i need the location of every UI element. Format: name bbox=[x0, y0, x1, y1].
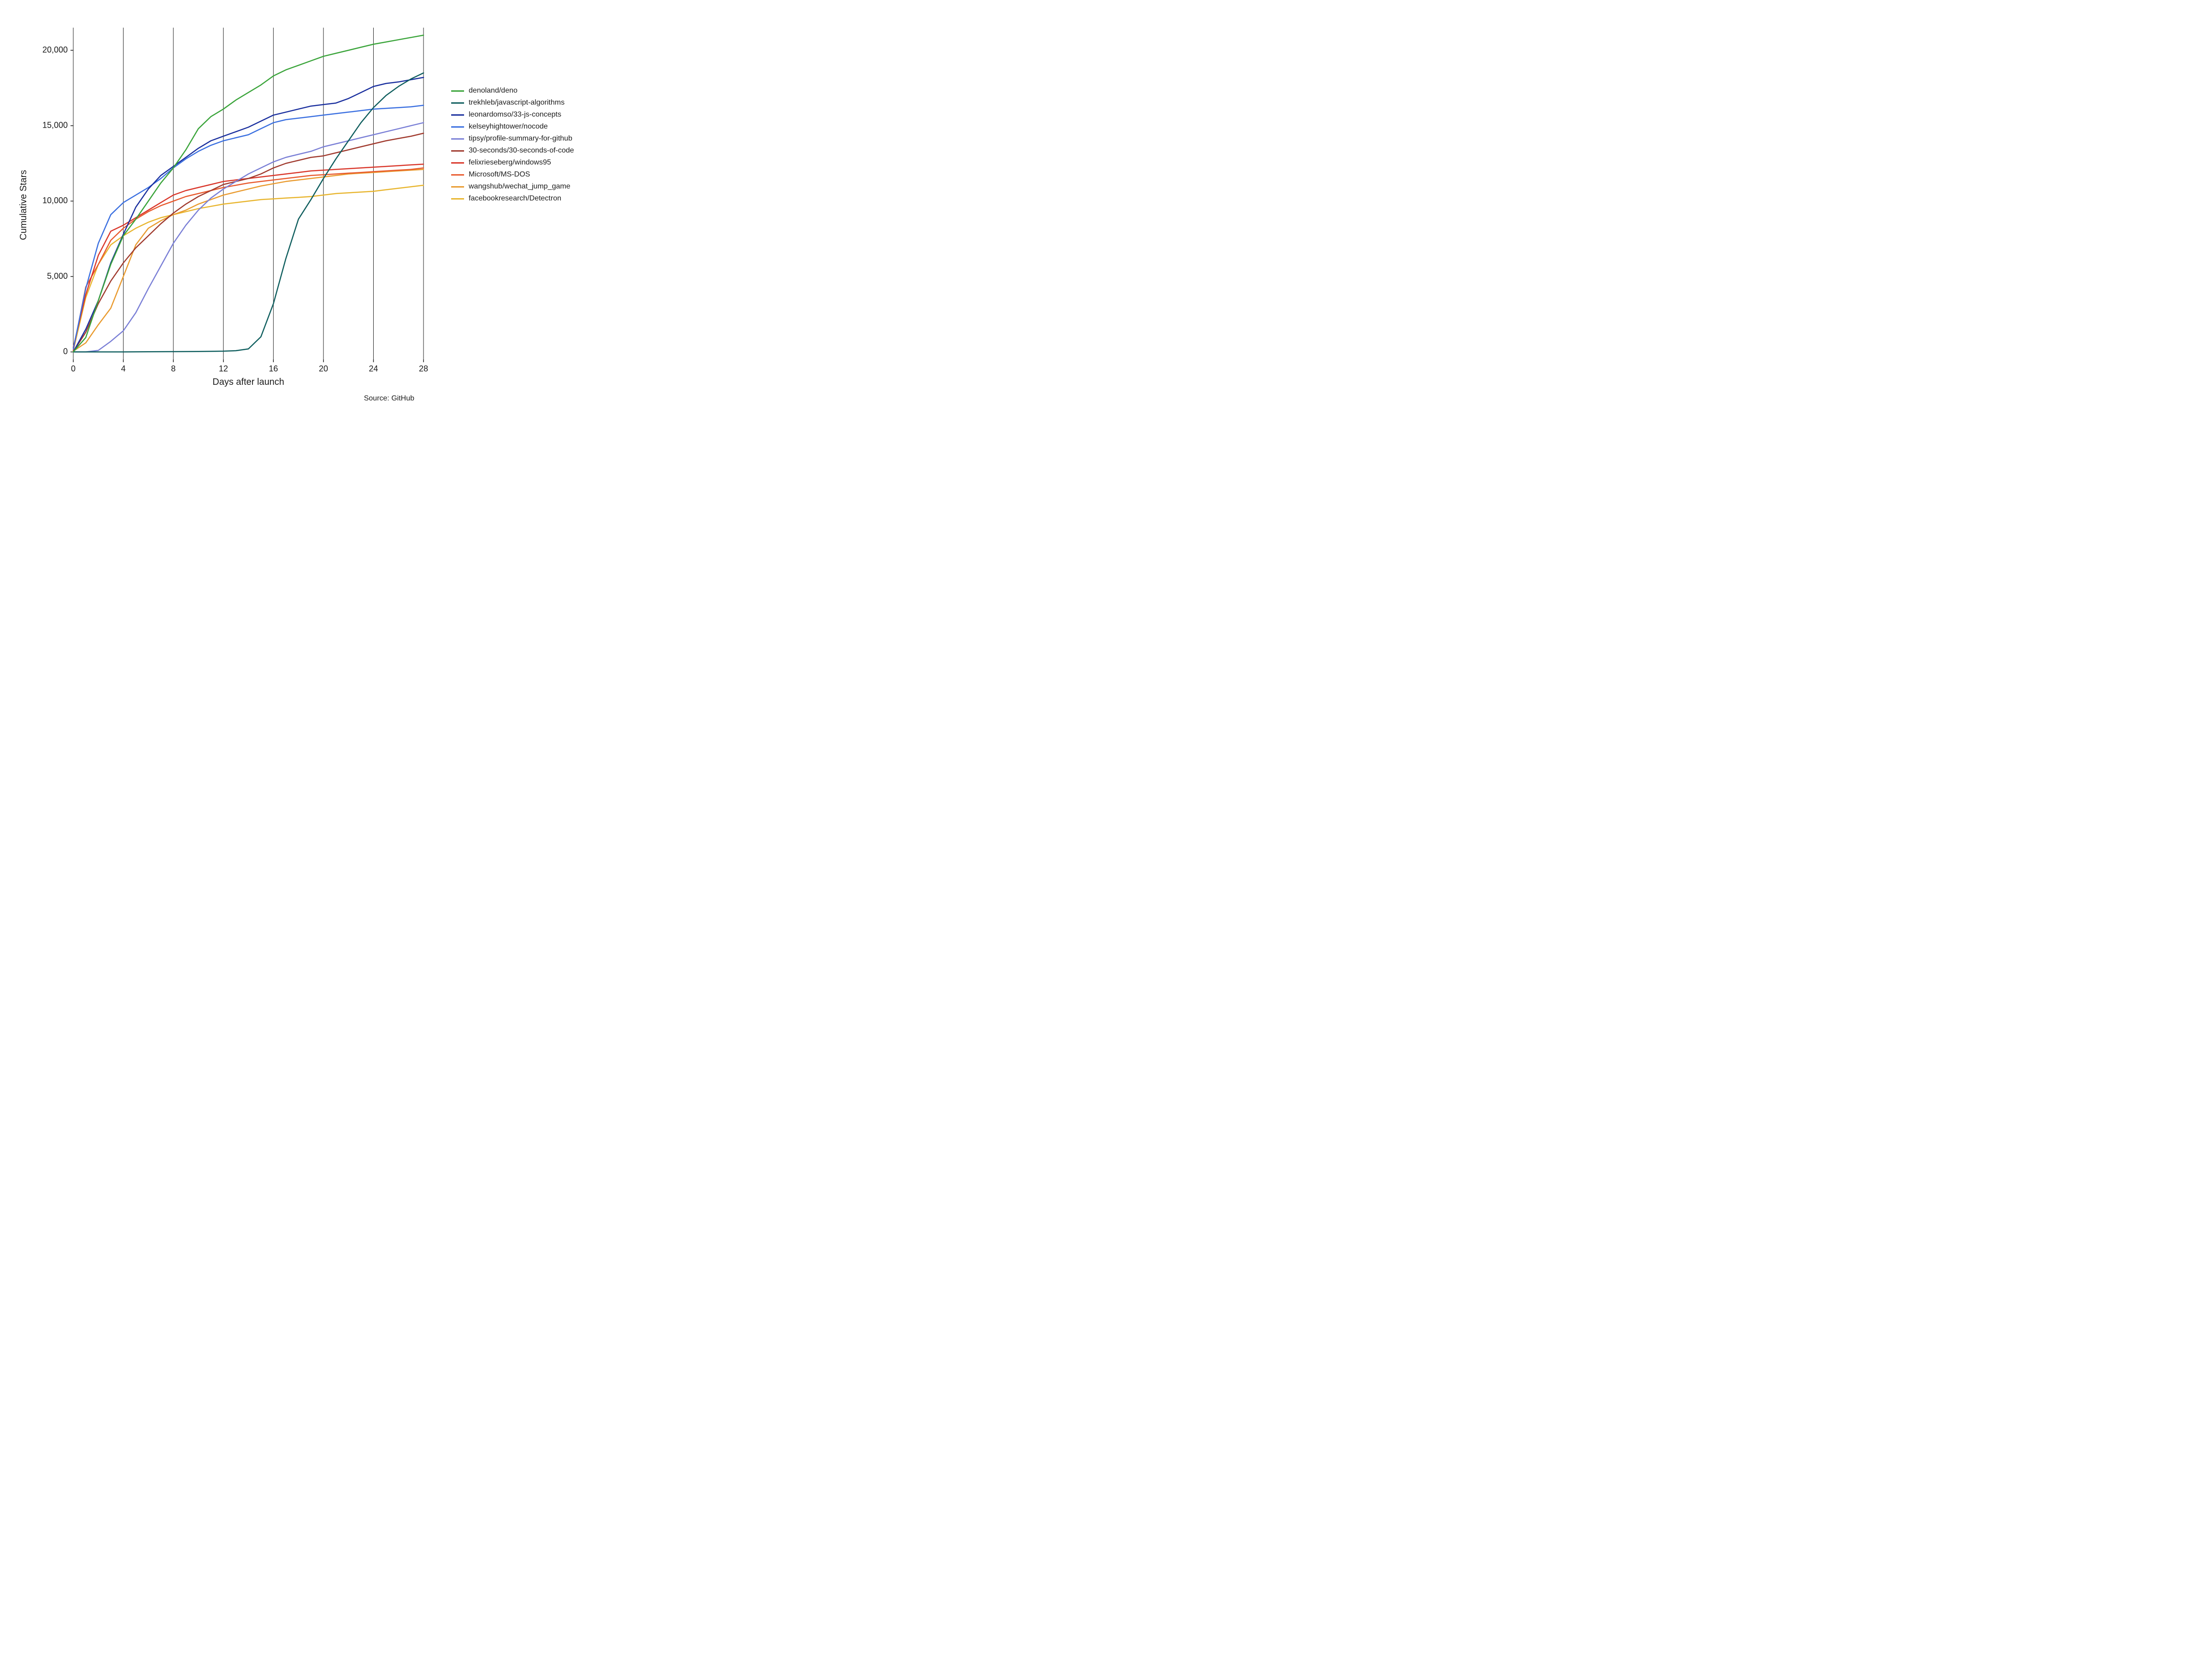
legend-label: tipsy/profile-summary-for-github bbox=[469, 135, 572, 143]
legend-swatch bbox=[451, 162, 464, 164]
legend-item: facebookresearch/Detectron bbox=[451, 194, 574, 203]
legend-item: 30-seconds/30-seconds-of-code bbox=[451, 147, 574, 155]
legend-label: Microsoft/MS-DOS bbox=[469, 171, 530, 179]
series-line bbox=[73, 185, 424, 350]
legend-swatch bbox=[451, 126, 464, 128]
legend-label: leonardomso/33-js-concepts bbox=[469, 111, 561, 119]
legend-label: kelseyhightower/nocode bbox=[469, 123, 548, 131]
legend-label: facebookresearch/Detectron bbox=[469, 194, 561, 203]
legend-swatch bbox=[451, 138, 464, 140]
svg-text:24: 24 bbox=[369, 364, 378, 373]
series-line bbox=[73, 123, 424, 352]
legend-label: felixrieseberg/windows95 bbox=[469, 159, 551, 167]
series-line bbox=[73, 77, 424, 352]
svg-text:28: 28 bbox=[419, 364, 428, 373]
legend-item: tipsy/profile-summary-for-github bbox=[451, 135, 574, 143]
series-line bbox=[73, 35, 424, 352]
svg-text:0: 0 bbox=[63, 347, 68, 356]
svg-text:20: 20 bbox=[319, 364, 328, 373]
legend-swatch bbox=[451, 198, 464, 200]
svg-text:16: 16 bbox=[269, 364, 278, 373]
legend-item: trekhleb/javascript-algorithms bbox=[451, 99, 574, 107]
chart-container: Cumulative Stars 0 5,000 10,000 15,000 20,00… bbox=[0, 0, 2212, 412]
svg-text:5,000: 5,000 bbox=[47, 271, 68, 281]
svg-text:Days after launch: Days after launch bbox=[212, 377, 284, 387]
svg-text:12: 12 bbox=[219, 364, 228, 373]
legend-item: Microsoft/MS-DOS bbox=[451, 171, 574, 179]
legend-item: leonardomso/33-js-concepts bbox=[451, 111, 574, 119]
legend-swatch bbox=[451, 114, 464, 116]
series-line bbox=[73, 133, 424, 352]
legend-item: denoland/deno bbox=[451, 87, 574, 95]
svg-text:10,000: 10,000 bbox=[42, 196, 68, 205]
legend-label: denoland/deno bbox=[469, 87, 518, 95]
line-chart: 0 5,000 10,000 15,000 20,000 0 4 8 12 16 20 24 28 Day… bbox=[32, 18, 433, 392]
svg-text:15,000: 15,000 bbox=[42, 120, 68, 129]
legend-item: felixrieseberg/windows95 bbox=[451, 159, 574, 167]
legend-label: trekhleb/javascript-algorithms bbox=[469, 99, 565, 107]
svg-text:8: 8 bbox=[171, 364, 176, 373]
legend-label: wangshub/wechat_jump_game bbox=[469, 182, 571, 191]
source-label: Source: GitHub bbox=[18, 394, 433, 403]
y-axis-label: Cumulative Stars bbox=[18, 18, 29, 392]
svg-text:20,000: 20,000 bbox=[42, 45, 68, 54]
legend-item: wangshub/wechat_jump_game bbox=[451, 182, 574, 191]
svg-text:0: 0 bbox=[71, 364, 76, 373]
legend-swatch bbox=[451, 174, 464, 176]
svg-text:4: 4 bbox=[121, 364, 126, 373]
legend-item: kelseyhightower/nocode bbox=[451, 123, 574, 131]
legend: denoland/deno trekhleb/javascript-algorit… bbox=[451, 83, 574, 206]
legend-swatch bbox=[451, 90, 464, 92]
legend-swatch bbox=[451, 102, 464, 104]
legend-label: 30-seconds/30-seconds-of-code bbox=[469, 147, 574, 155]
legend-swatch bbox=[451, 150, 464, 152]
legend-swatch bbox=[451, 186, 464, 188]
series-line bbox=[73, 73, 424, 352]
